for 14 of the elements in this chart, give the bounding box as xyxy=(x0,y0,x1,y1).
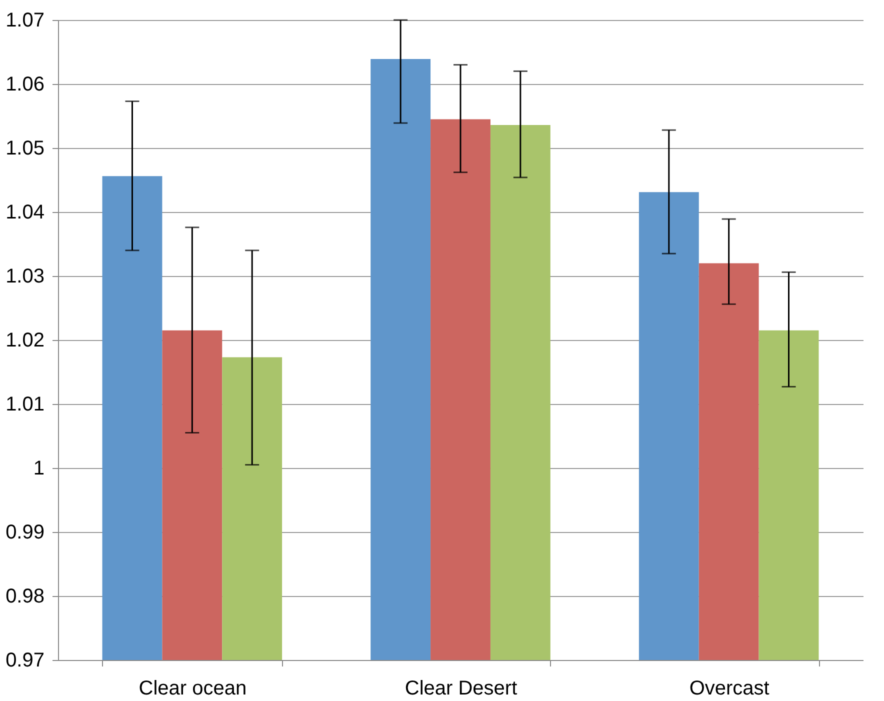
y-tick-label: 1.03 xyxy=(6,266,44,288)
y-tick-label: 1.05 xyxy=(6,138,44,160)
y-tick-label: 1.01 xyxy=(6,394,44,416)
y-tick-label: 1.04 xyxy=(6,202,44,224)
y-tick-label: 0.99 xyxy=(6,522,44,544)
y-tick-label: 1.02 xyxy=(6,330,44,352)
y-tick-label: 0.98 xyxy=(6,586,44,608)
x-tick-label: Clear Desert xyxy=(404,678,518,700)
y-tick-label: 1.06 xyxy=(6,74,44,96)
y-tick-label: 1 xyxy=(33,458,44,480)
x-tick-label: Clear ocean xyxy=(138,678,247,700)
y-tick-label: 0.97 xyxy=(6,650,44,672)
x-tick-label: Overcast xyxy=(689,678,770,700)
y-tick-label: 1.07 xyxy=(6,10,44,32)
